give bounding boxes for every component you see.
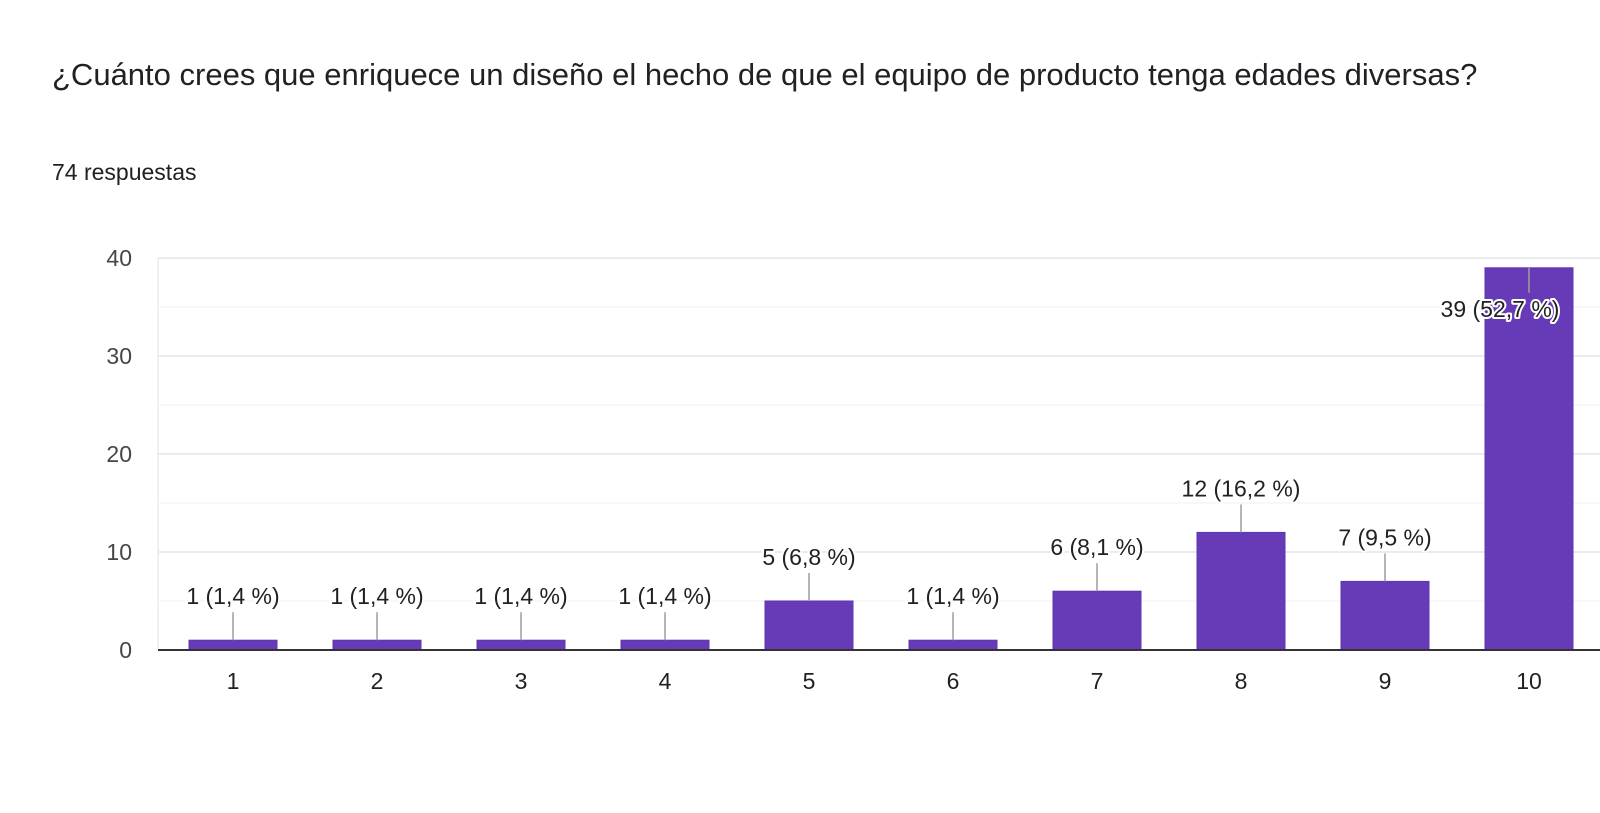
data-label: 5 (6,8 %) — [762, 544, 855, 570]
bar-1 — [188, 639, 278, 651]
x-tick-label: 9 — [1379, 668, 1392, 694]
bar-7 — [1052, 590, 1142, 651]
bars — [188, 267, 1574, 651]
x-tick-label: 4 — [659, 668, 672, 694]
bar-4 — [620, 639, 710, 651]
x-axis-tick-labels: 1 2 3 4 5 6 7 8 9 10 — [227, 668, 1542, 694]
y-tick-label: 30 — [106, 343, 132, 369]
data-label: 1 (1,4 %) — [330, 583, 423, 609]
data-label: 39 (52,7 %) — [1441, 296, 1560, 322]
y-tick-label: 20 — [106, 441, 132, 467]
bar-6 — [908, 639, 998, 651]
y-tick-label: 0 — [119, 637, 132, 663]
x-tick-label: 8 — [1235, 668, 1248, 694]
x-tick-label: 7 — [1091, 668, 1104, 694]
bar-9 — [1340, 580, 1430, 651]
data-label: 12 (16,2 %) — [1182, 475, 1301, 501]
x-tick-label: 5 — [803, 668, 816, 694]
data-label: 1 (1,4 %) — [618, 583, 711, 609]
bar-10 — [1484, 267, 1574, 651]
bar-5 — [764, 600, 854, 651]
y-tick-label: 40 — [106, 245, 132, 271]
grid-lines — [157, 257, 1600, 650]
response-count: 74 respuestas — [52, 159, 197, 185]
data-label: 1 (1,4 %) — [186, 583, 279, 609]
chart-title: ¿Cuánto crees que enriquece un diseño el… — [52, 57, 1478, 92]
data-labels: 1 (1,4 %) 1 (1,4 %) 1 (1,4 %) 1 (1,4 %) 5 (6… — [184, 267, 1561, 641]
y-axis-tick-labels: 0 10 20 30 40 — [106, 245, 132, 663]
bar-3 — [476, 639, 566, 651]
bar-8 — [1196, 531, 1286, 651]
data-label: 7 (9,5 %) — [1338, 524, 1431, 550]
data-label: 1 (1,4 %) — [474, 583, 567, 609]
bar-2 — [332, 639, 422, 651]
x-tick-label: 1 — [227, 668, 240, 694]
x-tick-label: 3 — [515, 668, 528, 694]
x-tick-label: 10 — [1516, 668, 1542, 694]
y-tick-label: 10 — [106, 539, 132, 565]
x-tick-label: 2 — [371, 668, 384, 694]
x-tick-label: 6 — [947, 668, 960, 694]
data-label: 6 (8,1 %) — [1050, 534, 1143, 560]
data-label: 1 (1,4 %) — [906, 583, 999, 609]
